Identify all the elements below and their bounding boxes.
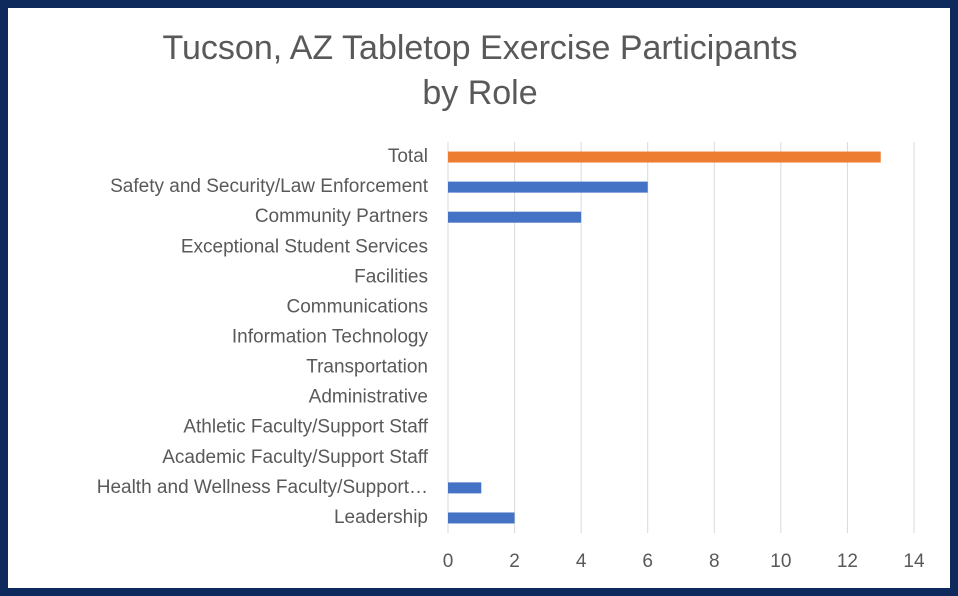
y-tick-label: Transportation	[306, 357, 428, 378]
x-tick-label: 14	[903, 551, 925, 572]
y-tick-label: Communications	[287, 296, 429, 317]
y-tick-label: Academic Faculty/Support Staff	[162, 447, 428, 468]
bar	[448, 211, 582, 223]
y-tick-label: Leadership	[334, 507, 428, 528]
bar	[448, 181, 648, 193]
y-tick-label: Total	[388, 146, 428, 167]
bar	[448, 482, 482, 494]
x-tick-label: 10	[770, 551, 791, 572]
y-tick-label: Athletic Faculty/Support Staff	[183, 417, 428, 438]
y-tick-label: Administrative	[309, 387, 428, 408]
x-tick-label: 12	[837, 551, 858, 572]
y-tick-label: Exceptional Student Services	[181, 236, 428, 257]
x-tick-label: 4	[576, 551, 587, 572]
y-tick-label: Health and Wellness Faculty/Support…	[97, 477, 428, 498]
x-tick-label: 8	[709, 551, 720, 572]
y-tick-label: Facilities	[354, 266, 428, 287]
y-tick-label: Information Technology	[232, 327, 429, 348]
x-tick-label: 0	[443, 551, 454, 572]
chart-title: by Role	[422, 74, 537, 112]
bar	[448, 512, 515, 524]
bar	[448, 151, 881, 163]
chart-title: Tucson, AZ Tabletop Exercise Participant…	[163, 29, 798, 67]
y-tick-label: Safety and Security/Law Enforcement	[110, 176, 429, 197]
x-tick-label: 6	[642, 551, 653, 572]
y-tick-label: Community Partners	[255, 206, 428, 227]
x-tick-label: 2	[509, 551, 520, 572]
